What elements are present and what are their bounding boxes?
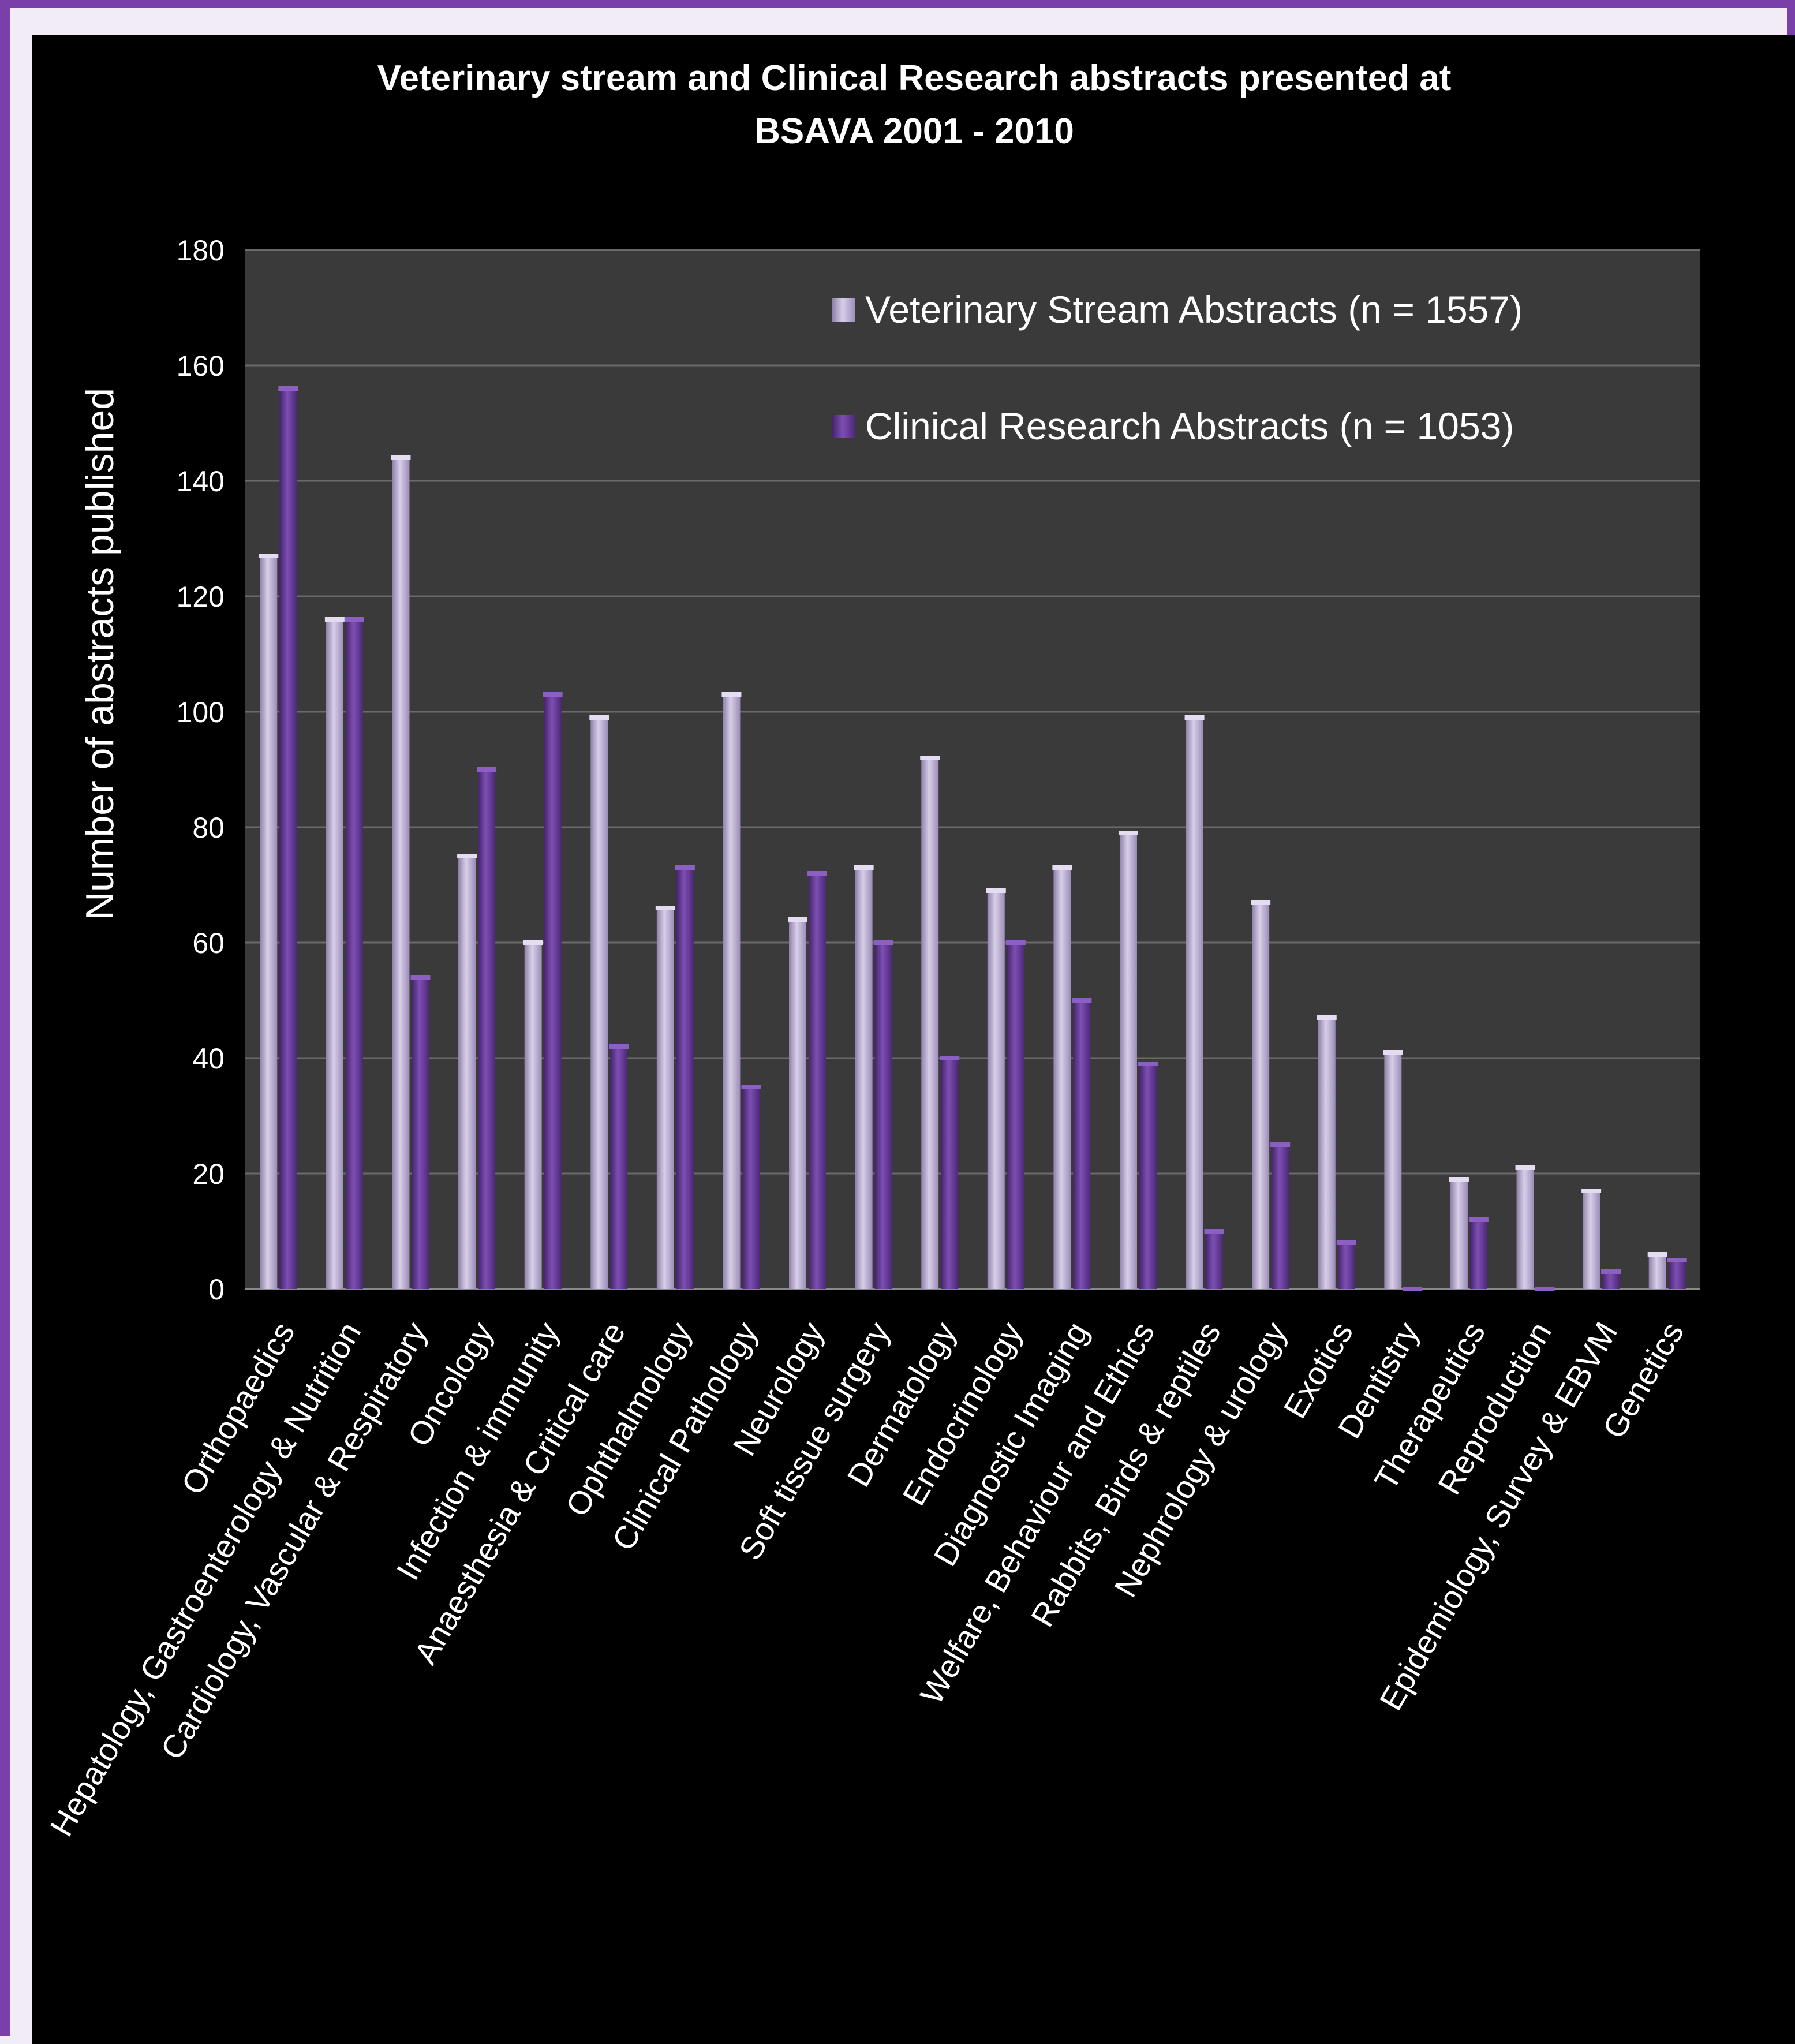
y-axis-label: Number of abstracts published <box>78 388 122 920</box>
bar-veterinary <box>1052 865 1072 1289</box>
bar-clinical <box>1535 1287 1555 1291</box>
bar-clinical <box>873 940 893 1289</box>
bar-veterinary <box>986 888 1006 1289</box>
bar-veterinary <box>655 906 675 1289</box>
y-tick-label: 180 <box>177 234 225 267</box>
x-tick-label: Cardiology, Vascular & Respiratory <box>154 1316 434 1766</box>
bar-veterinary <box>1184 715 1205 1289</box>
chart-panel: Veterinary stream and Clinical Research … <box>32 35 1795 2044</box>
chart-title-line-1: Veterinary stream and Clinical Research … <box>377 58 1452 98</box>
bar-veterinary <box>1251 900 1271 1289</box>
bar-clinical <box>1336 1240 1356 1289</box>
bar-veterinary <box>1383 1050 1403 1289</box>
y-tick-label: 140 <box>177 465 225 498</box>
bar-veterinary <box>854 865 874 1289</box>
y-tick-label: 100 <box>177 696 225 728</box>
bar-veterinary <box>920 756 940 1289</box>
bar-clinical <box>940 1056 960 1289</box>
bar-veterinary <box>1118 831 1138 1289</box>
bar-clinical <box>543 692 563 1289</box>
legend: Veterinary Stream Abstracts (n = 1557) C… <box>832 288 1523 447</box>
bar-veterinary <box>324 617 345 1289</box>
bar-veterinary <box>1317 1015 1337 1289</box>
bar-veterinary <box>1515 1165 1535 1289</box>
bar-clinical <box>344 617 364 1289</box>
y-tick-label: 40 <box>192 1042 225 1075</box>
bar-clinical <box>1270 1142 1291 1289</box>
y-tick-label: 20 <box>192 1158 225 1190</box>
bar-clinical <box>1403 1287 1423 1291</box>
bar-veterinary <box>721 692 742 1289</box>
bar-clinical <box>741 1085 761 1289</box>
bar-clinical <box>1204 1229 1224 1289</box>
y-tick-label: 120 <box>177 581 225 613</box>
bar-clinical <box>1138 1062 1158 1289</box>
bar-veterinary <box>457 854 477 1289</box>
y-tick-label: 60 <box>192 927 225 959</box>
bar-clinical <box>609 1044 629 1289</box>
bar-clinical <box>675 865 695 1289</box>
legend-label-veterinary: Veterinary Stream Abstracts (n = 1557) <box>865 288 1523 331</box>
bar-veterinary <box>589 715 609 1289</box>
bar-clinical <box>278 386 298 1289</box>
bars <box>259 386 1687 1291</box>
bar-clinical <box>1005 940 1026 1289</box>
legend-swatch-clinical <box>832 415 855 438</box>
y-tick-label: 80 <box>192 812 225 844</box>
legend-label-clinical: Clinical Research Abstracts (n = 1053) <box>865 405 1514 447</box>
chart-title-line-2: BSAVA 2001 - 2010 <box>754 111 1074 151</box>
bar-veterinary <box>1581 1189 1602 1289</box>
bar-clinical <box>1072 998 1092 1289</box>
bar-veterinary <box>391 455 411 1289</box>
bar-clinical <box>1601 1269 1621 1289</box>
y-axis-ticks: 0 20 40 60 80 100 120 140 160 180 <box>177 234 225 1306</box>
y-tick-label: 160 <box>177 350 225 382</box>
bar-veterinary <box>1449 1177 1469 1289</box>
bar-veterinary <box>788 917 808 1289</box>
x-tick-label: Hepatology, Gastroenterology & Nutrition <box>43 1316 368 1843</box>
bar-clinical <box>1468 1217 1489 1289</box>
bar-clinical <box>1667 1258 1687 1289</box>
bar-clinical <box>807 871 828 1289</box>
y-tick-label: 0 <box>208 1273 225 1306</box>
bar-veterinary <box>259 554 279 1289</box>
bar-clinical <box>410 975 431 1289</box>
bar-veterinary <box>523 940 543 1289</box>
legend-swatch-veterinary <box>832 298 855 322</box>
bar-clinical <box>477 767 497 1289</box>
bar-veterinary <box>1647 1252 1667 1289</box>
bar-chart: Veterinary stream and Clinical Research … <box>43 58 1700 1843</box>
